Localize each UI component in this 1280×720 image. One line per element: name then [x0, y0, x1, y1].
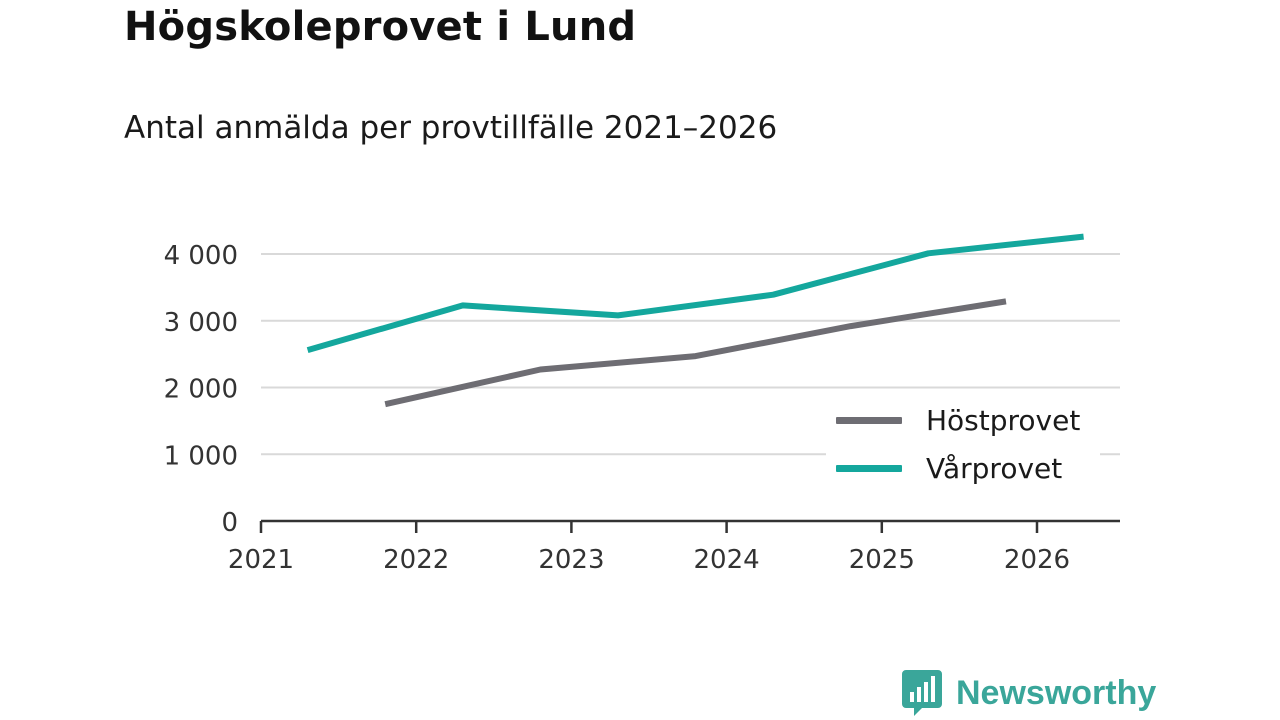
- x-tick-label-2022: 2022: [383, 545, 449, 575]
- x-tick-label-2025: 2025: [849, 545, 915, 575]
- x-tick-label-2026: 2026: [1004, 545, 1070, 575]
- axes: [259, 519, 1120, 533]
- tick-labels: 0 1 000 2 000 3 000 4 000 2021 2022 2023 2024 202…: [164, 241, 1071, 575]
- legend-swatch-var: [836, 464, 902, 472]
- y-tick-label-3000: 3 000: [164, 308, 238, 338]
- y-tick-label-4000: 4 000: [164, 241, 238, 271]
- newsworthy-logo: Newsworthy: [902, 670, 1156, 716]
- legend-item-host: Höstprovet: [836, 400, 1080, 440]
- legend-item-var: Vårprovet: [836, 448, 1062, 488]
- series-line-hostprovet: [384, 298, 1007, 408]
- legend-swatch-host: [836, 416, 902, 424]
- logo-text: Newsworthy: [956, 673, 1157, 712]
- x-tick-label-2024: 2024: [694, 545, 760, 575]
- series-line-varprovet: [306, 233, 1084, 353]
- legend-label-host: Höstprovet: [926, 403, 1081, 437]
- series-lines: [306, 233, 1084, 408]
- legend: Höstprovet Vårprovet: [826, 398, 1100, 492]
- y-tick-label-2000: 2 000: [164, 375, 238, 405]
- newsworthy-chat-bars-icon: [902, 670, 942, 716]
- y-tick-label-0: 0: [221, 508, 238, 538]
- chart-title: Högskoleprovet i Lund: [124, 4, 637, 50]
- chart-subtitle: Antal anmälda per provtillfälle 2021–202…: [124, 110, 778, 146]
- x-tick-label-2021: 2021: [228, 545, 294, 575]
- x-tick-label-2023: 2023: [538, 545, 604, 575]
- y-tick-label-1000: 1 000: [164, 441, 238, 471]
- legend-label-var: Vårprovet: [926, 451, 1063, 485]
